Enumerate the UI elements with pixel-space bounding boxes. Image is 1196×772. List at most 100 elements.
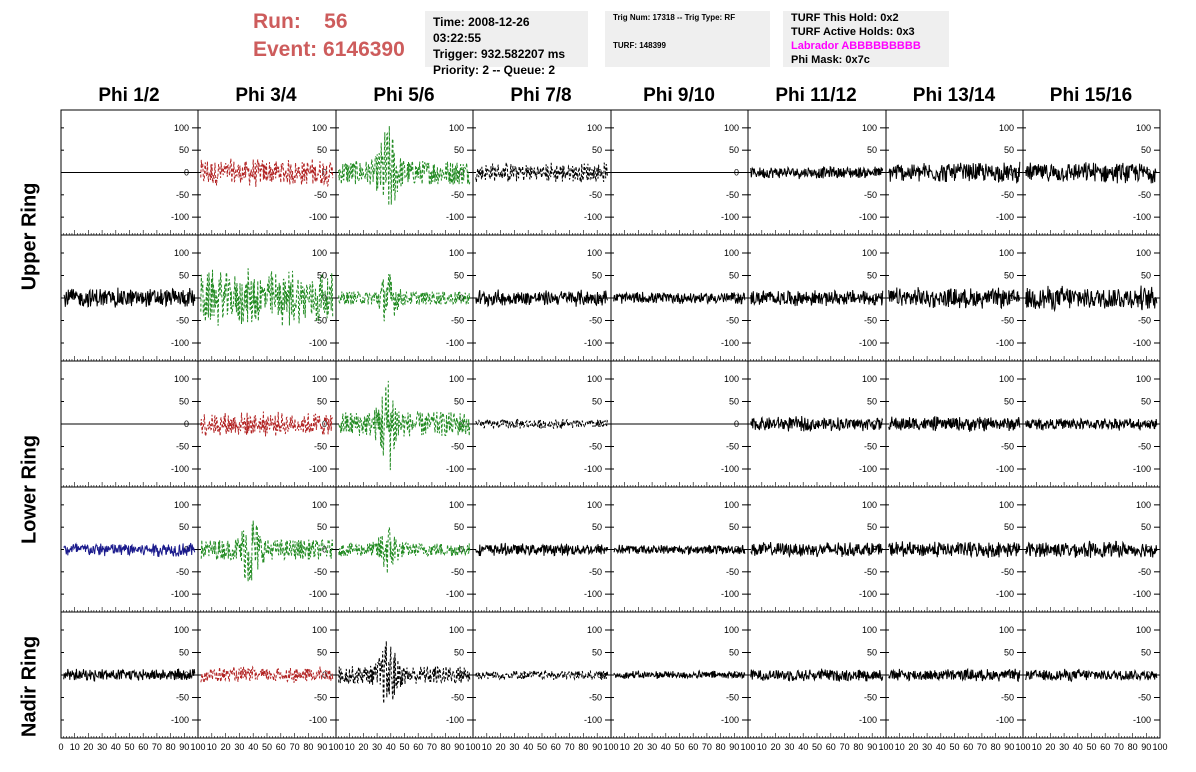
- y-tick-label: 50: [179, 648, 189, 658]
- y-tick-label: -100: [446, 589, 464, 599]
- x-tick-label: 60: [138, 742, 148, 752]
- y-tick-label: -50: [314, 190, 327, 200]
- trigger-text: Trigger: 932.582207 ms: [433, 47, 566, 61]
- y-tick-label: -100: [309, 338, 327, 348]
- x-tick-label: 20: [358, 742, 368, 752]
- x-tick-label: 90: [317, 742, 327, 752]
- y-tick-label: 100: [174, 248, 189, 258]
- x-tick-label: 70: [1114, 742, 1124, 752]
- y-tick-label: 50: [1004, 145, 1014, 155]
- x-tick-label: 10: [70, 742, 80, 752]
- x-tick-label: 20: [771, 742, 781, 752]
- x-tick-label: 0: [58, 742, 63, 752]
- turf-active-text: TURF Active Holds: 0x3: [791, 26, 915, 38]
- y-tick-label: -50: [1138, 190, 1151, 200]
- x-tick-label: 50: [674, 742, 684, 752]
- y-tick-label: 50: [592, 648, 602, 658]
- waveform-line: [63, 287, 196, 308]
- y-tick-label: 100: [174, 500, 189, 510]
- x-tick-label: 70: [977, 742, 987, 752]
- x-tick-label: 80: [578, 742, 588, 752]
- y-tick-label: 0: [322, 168, 327, 178]
- y-tick-label: 50: [729, 648, 739, 658]
- y-tick-label: 50: [1004, 522, 1014, 532]
- x-tick-label: 40: [248, 742, 258, 752]
- y-tick-label: -100: [171, 715, 189, 725]
- y-tick-label: 100: [999, 500, 1014, 510]
- y-tick-label: -50: [1138, 442, 1151, 452]
- waveform-line: [200, 520, 334, 582]
- y-tick-label: 0: [322, 545, 327, 555]
- x-tick-label: 100: [190, 742, 205, 752]
- y-tick-label: -100: [309, 212, 327, 222]
- waveform-line: [1025, 162, 1158, 184]
- y-tick-label: 50: [454, 522, 464, 532]
- x-tick-label: 30: [509, 742, 519, 752]
- x-tick-label: 80: [166, 742, 176, 752]
- x-tick-label: 40: [386, 742, 396, 752]
- x-tick-label: 80: [716, 742, 726, 752]
- x-tick-label: 70: [152, 742, 162, 752]
- x-tick-label: 60: [688, 742, 698, 752]
- y-tick-label: 0: [459, 293, 464, 303]
- time-text: Time: 2008-12-26 03:22:55: [433, 15, 530, 45]
- waveform-line: [613, 291, 746, 305]
- y-tick-label: 100: [587, 123, 602, 133]
- y-tick-label: 100: [312, 500, 327, 510]
- x-tick-label: 70: [565, 742, 575, 752]
- waveform-line: [338, 125, 471, 206]
- y-tick-label: 50: [454, 397, 464, 407]
- y-tick-label: 50: [1004, 397, 1014, 407]
- y-tick-label: 100: [449, 123, 464, 133]
- y-tick-label: -50: [314, 567, 327, 577]
- turf-hold-text: TURF This Hold: 0x2: [791, 12, 899, 24]
- x-tick-label: 10: [757, 742, 767, 752]
- y-tick-label: -50: [589, 316, 602, 326]
- x-tick-label: 30: [1059, 742, 1069, 752]
- col-header-phi-11-12: Phi 11/12: [775, 85, 857, 106]
- y-tick-label: 50: [729, 397, 739, 407]
- y-tick-label: -50: [1001, 316, 1014, 326]
- y-tick-label: 50: [1141, 145, 1151, 155]
- y-tick-label: -50: [1138, 316, 1151, 326]
- y-tick-label: -50: [176, 693, 189, 703]
- y-tick-label: 50: [179, 271, 189, 281]
- x-tick-label: 50: [399, 742, 409, 752]
- y-tick-label: 50: [1004, 648, 1014, 658]
- y-tick-label: 0: [459, 545, 464, 555]
- y-tick-label: -50: [1138, 567, 1151, 577]
- waveform-line: [200, 665, 334, 684]
- y-tick-label: 50: [317, 648, 327, 658]
- y-tick-label: 100: [312, 248, 327, 258]
- x-tick-label: 90: [179, 742, 189, 752]
- y-tick-label: 0: [734, 545, 739, 555]
- y-tick-label: 100: [724, 123, 739, 133]
- y-tick-label: 50: [317, 145, 327, 155]
- waveform-line: [200, 268, 334, 327]
- y-tick-label: -100: [171, 589, 189, 599]
- x-tick-label: 60: [551, 742, 561, 752]
- y-tick-label: -50: [314, 316, 327, 326]
- y-tick-label: 50: [179, 522, 189, 532]
- y-tick-label: -50: [726, 190, 739, 200]
- event-label: Event:: [253, 38, 318, 61]
- x-tick-label: 80: [1128, 742, 1138, 752]
- y-tick-label: 0: [872, 419, 877, 429]
- y-tick-label: 100: [312, 123, 327, 133]
- y-tick-label: 100: [449, 500, 464, 510]
- y-tick-label: -100: [996, 212, 1014, 222]
- y-tick-label: 100: [1136, 248, 1151, 258]
- y-tick-label: 100: [1136, 625, 1151, 635]
- y-tick-label: 50: [729, 522, 739, 532]
- y-tick-label: 50: [867, 397, 877, 407]
- y-tick-label: 100: [1136, 374, 1151, 384]
- y-tick-label: -50: [451, 567, 464, 577]
- waveform-line: [750, 415, 884, 432]
- x-tick-label: 100: [1015, 742, 1030, 752]
- y-tick-label: 0: [1146, 545, 1151, 555]
- y-tick-label: 50: [454, 648, 464, 658]
- y-tick-label: -50: [1001, 190, 1014, 200]
- waveform-line: [475, 669, 609, 682]
- x-tick-label: 60: [826, 742, 836, 752]
